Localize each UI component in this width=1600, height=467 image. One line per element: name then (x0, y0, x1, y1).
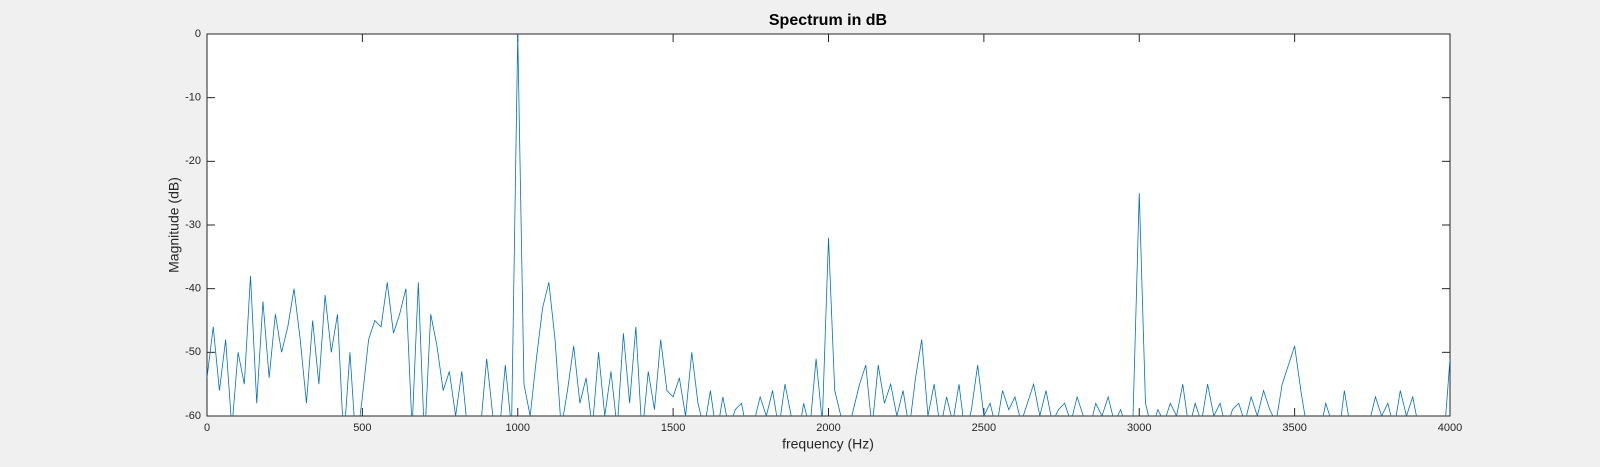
y-tick-label: -10 (185, 92, 201, 104)
y-axis-label: Magnitude (dB) (166, 177, 182, 273)
x-axis-label: frequency (Hz) (782, 436, 874, 452)
plot-area (206, 33, 1451, 417)
x-tick-label: 4000 (1438, 422, 1462, 434)
chart-title: Spectrum in dB (769, 12, 887, 29)
y-tick-label: 0 (195, 28, 201, 40)
y-tick-label: -30 (185, 219, 201, 231)
y-tick-label: -60 (185, 410, 201, 422)
x-tick-label: 1500 (661, 422, 685, 434)
y-tick-label: -50 (185, 346, 201, 358)
x-tick-label: 1000 (506, 422, 530, 434)
x-tick-label: 0 (204, 422, 210, 434)
x-tick-label: 3000 (1127, 422, 1151, 434)
spectrum-line (207, 34, 1450, 416)
x-tick-label: 2500 (972, 422, 996, 434)
x-tick-label: 3500 (1282, 422, 1306, 434)
y-tick-label: -20 (185, 155, 201, 167)
x-tick-label: 500 (353, 422, 371, 434)
x-tick-label: 2000 (816, 422, 840, 434)
y-tick-label: -40 (185, 283, 201, 295)
